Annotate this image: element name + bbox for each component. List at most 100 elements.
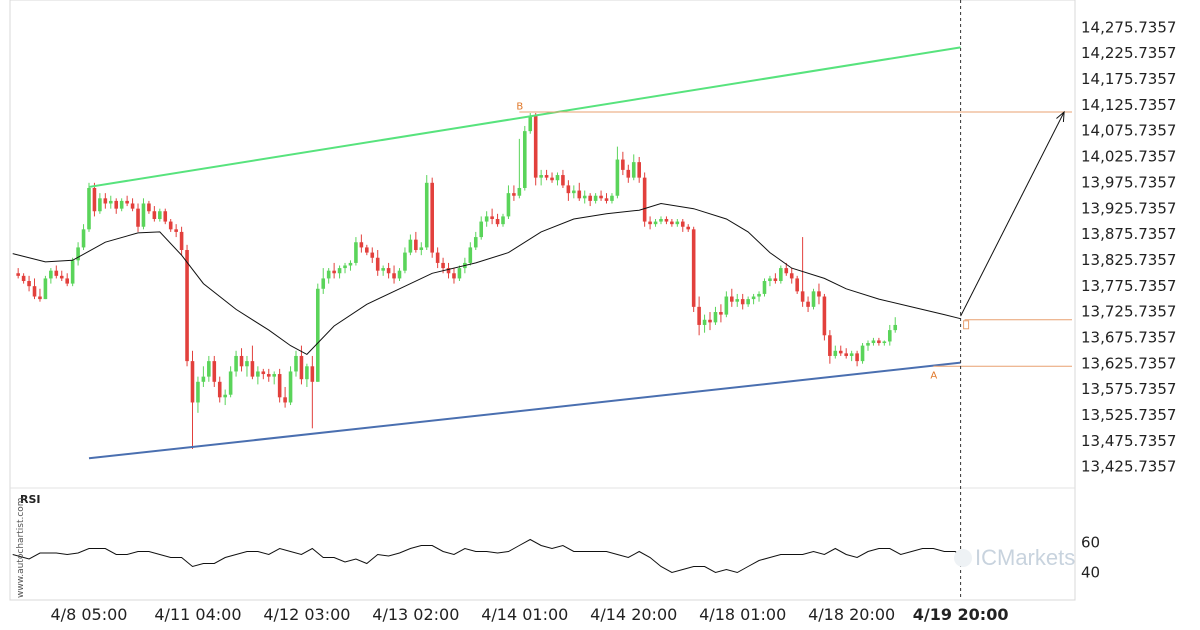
- candle-body: [762, 281, 767, 294]
- candle: [817, 283, 821, 305]
- candle-body: [414, 239, 418, 250]
- candle: [577, 182, 582, 201]
- candle-body: [430, 182, 434, 253]
- candle-body: [201, 376, 206, 382]
- price-tick-label: 13,975.7357: [1081, 173, 1176, 191]
- candle-body: [207, 361, 211, 377]
- candle-body: [838, 350, 843, 354]
- time-tick-label: 4/18 20:00: [808, 605, 895, 624]
- candle-body: [784, 268, 789, 274]
- candle-body: [261, 371, 266, 375]
- candle: [740, 293, 745, 310]
- candle-body: [424, 182, 429, 248]
- candle-body: [147, 203, 151, 212]
- candle: [637, 156, 641, 183]
- price-tick-label: 14,075.7357: [1081, 122, 1176, 140]
- price-tick-label: 13,575.7357: [1081, 380, 1176, 398]
- candle-body: [277, 374, 282, 398]
- candle: [506, 185, 511, 219]
- time-tick-label: 4/12 03:00: [263, 605, 350, 624]
- candle-body: [76, 247, 80, 261]
- candle: [751, 293, 756, 305]
- time-tick-label: 4/11 04:00: [154, 605, 241, 624]
- candle: [250, 345, 255, 380]
- candle: [32, 278, 37, 300]
- candle: [283, 386, 287, 408]
- candle-body: [528, 115, 533, 132]
- candle-body: [103, 198, 108, 204]
- plot-frame: [9, 0, 1076, 601]
- candle: [16, 268, 20, 279]
- candle: [828, 330, 832, 364]
- price-tick-label: 13,475.7357: [1081, 432, 1176, 450]
- candle: [659, 216, 663, 225]
- price-tick-label: 13,775.7357: [1081, 277, 1176, 295]
- candle: [435, 247, 440, 269]
- candle-body: [735, 299, 740, 302]
- price-tick-label: 13,625.7357: [1081, 354, 1176, 372]
- candle-body: [828, 335, 832, 356]
- candle-body: [49, 270, 53, 279]
- candle: [256, 366, 260, 385]
- price-tick-label: 13,725.7357: [1081, 303, 1176, 321]
- time-tick-label: 4/8 05:00: [51, 605, 128, 624]
- forecast-arrow-head: [1056, 110, 1065, 123]
- candle: [593, 193, 598, 204]
- candle: [261, 368, 266, 380]
- candle: [386, 262, 391, 279]
- candle-body: [768, 278, 772, 282]
- price-axis: 14,275.7357 14,225.7357 14,175.7357 14,125.…: [1081, 18, 1176, 475]
- candle-body: [294, 355, 298, 372]
- candle-body: [577, 190, 582, 199]
- candle: [288, 366, 293, 406]
- candle-body: [87, 187, 91, 230]
- candle-body: [16, 273, 20, 276]
- candle-body: [860, 345, 865, 362]
- candle-body: [822, 296, 827, 336]
- candle: [702, 314, 707, 333]
- candle-body: [256, 371, 260, 377]
- point-a-label: A: [930, 370, 937, 381]
- time-tick-label: 4/14 20:00: [590, 605, 677, 624]
- candle-body: [806, 301, 810, 307]
- candle: [158, 208, 162, 222]
- candle: [757, 291, 761, 302]
- candle-body: [719, 312, 723, 315]
- candle-body: [653, 221, 658, 225]
- candle: [871, 337, 876, 346]
- candle: [59, 270, 64, 282]
- candle-body: [174, 229, 178, 232]
- candle: [631, 154, 636, 181]
- candle: [484, 211, 489, 227]
- candle-body: [877, 340, 881, 344]
- candle: [566, 180, 571, 201]
- candle-body: [114, 200, 119, 209]
- candle: [512, 185, 516, 201]
- candle: [572, 185, 576, 199]
- candle-body: [343, 265, 347, 269]
- candle-body: [642, 177, 647, 222]
- candle: [713, 306, 718, 325]
- candle: [784, 262, 789, 276]
- candle: [152, 206, 157, 222]
- forecast-arrow-line: [960, 111, 1065, 317]
- candle: [272, 371, 277, 385]
- candle-body: [887, 330, 892, 342]
- candle-body: [245, 361, 249, 367]
- candle: [98, 193, 102, 214]
- candle-body: [419, 247, 424, 250]
- candle-body: [272, 374, 277, 377]
- watermark: www.autochartist.com: [16, 497, 26, 598]
- candle-body: [283, 397, 287, 403]
- candle: [860, 343, 865, 364]
- candle: [686, 224, 691, 232]
- candle-body: [800, 291, 805, 302]
- candle-body: [381, 268, 385, 271]
- candle-body: [375, 257, 380, 271]
- price-tick-label: 14,175.7357: [1081, 70, 1176, 88]
- brand-logo: ICMarkets: [954, 545, 1075, 570]
- candle: [92, 182, 97, 217]
- candle: [517, 138, 522, 199]
- candle-body: [27, 281, 31, 287]
